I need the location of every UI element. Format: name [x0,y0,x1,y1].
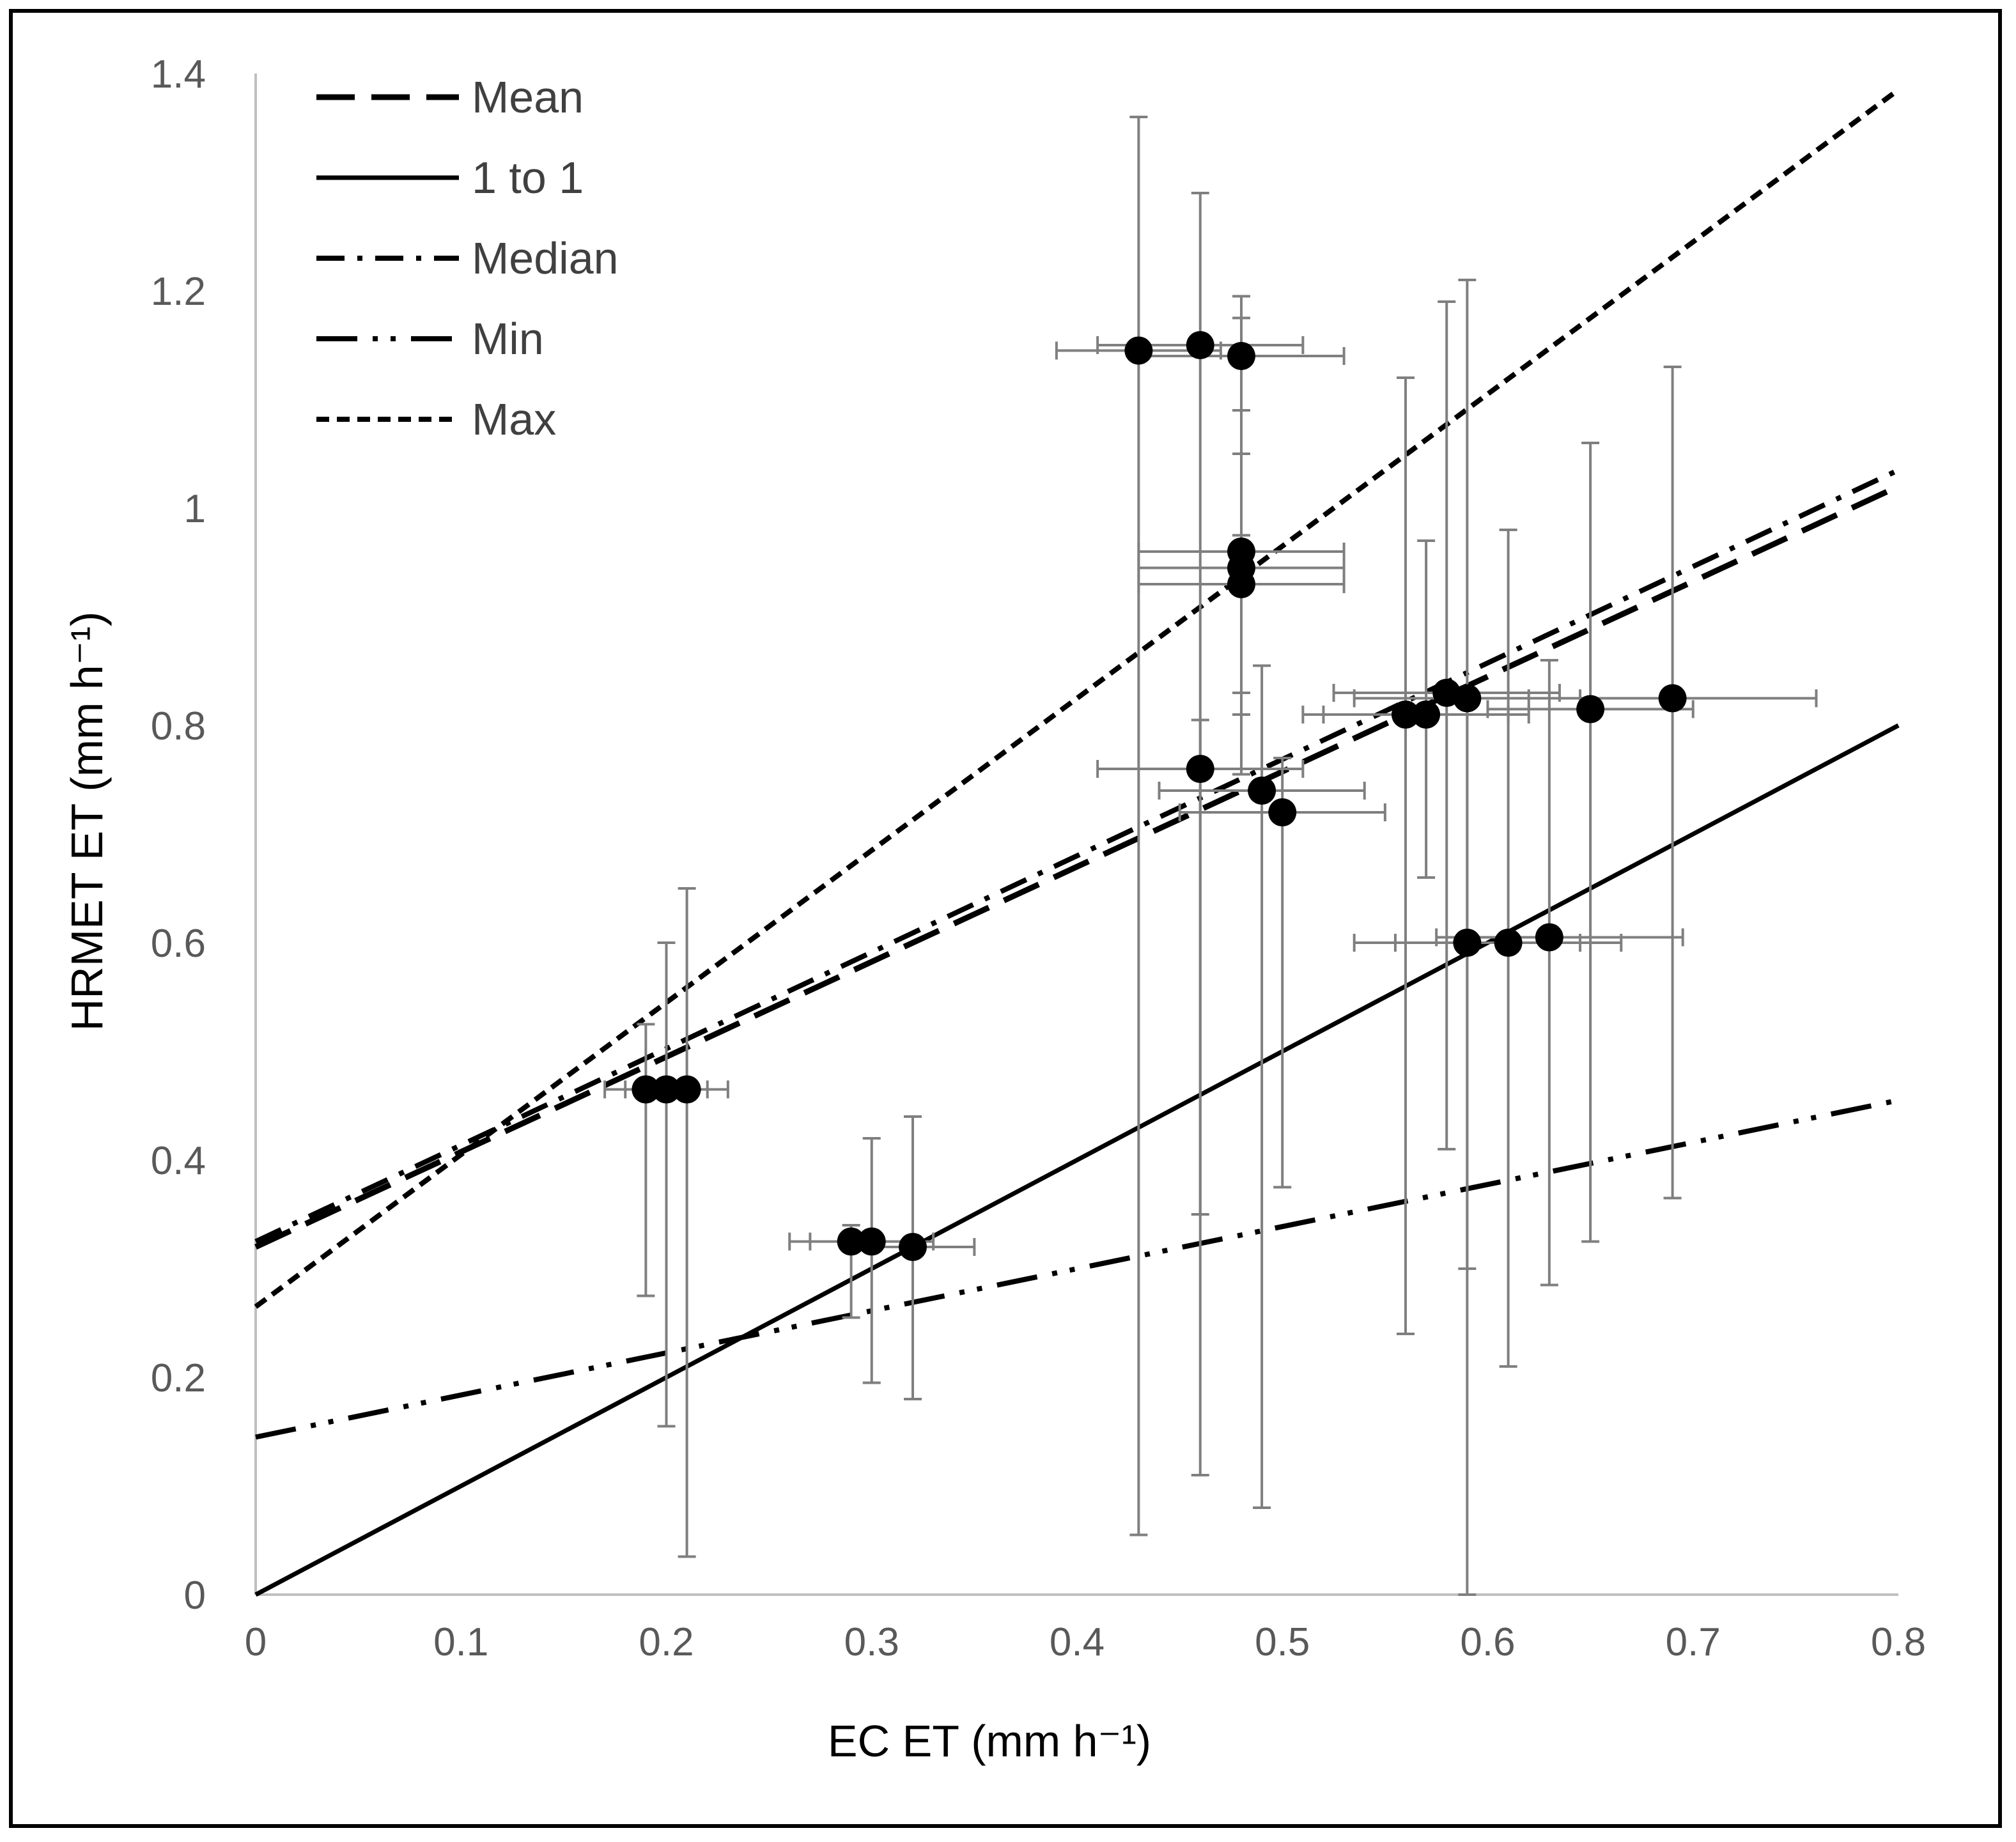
y-tick-label: 1.4 [151,52,206,97]
data-point [1576,695,1605,724]
data-point [1453,684,1482,713]
data-point [1453,929,1482,957]
data-point [1494,929,1523,957]
y-tick-label: 0 [184,1574,206,1618]
data-point [652,1075,681,1104]
data-point [1186,331,1214,359]
legend-label: Median [472,233,619,283]
y-tick-label: 0.8 [151,704,206,748]
data-point [1658,684,1687,713]
data-point [1535,923,1563,952]
error-bar [644,887,729,1558]
axes [254,74,1898,1596]
data-point [1392,700,1420,729]
series-line-min [255,1097,1899,1440]
x-tick-label: 0.8 [1871,1620,1926,1664]
error-bar [1332,300,1561,1150]
x-tick-label: 0.4 [1050,1620,1105,1664]
series-line-1-to-1 [254,723,1900,1597]
legend: Mean 1 to 1 Median Min Max [316,72,619,444]
data-point [1268,798,1297,826]
data-point [1227,570,1255,598]
data-point [1248,777,1276,805]
x-axis-title: EC ET (mm h⁻¹) [828,1716,1151,1766]
error-bar [1353,713,1582,1596]
legend-label: Mean [472,72,584,122]
error-bar [624,941,709,1428]
y-tick-label: 1.2 [151,270,206,314]
y-tick-label: 0.4 [151,1139,206,1183]
series-line-max [254,88,1900,1309]
x-tick-label: 0 [245,1620,267,1664]
x-tick-label: 0.3 [844,1620,899,1664]
error-bar [1486,442,1694,1243]
error-bar [1435,659,1684,1287]
error-bar [1301,376,1510,1335]
legend-label: Min [472,314,544,364]
data-point [672,1075,701,1104]
x-tick-label: 0.7 [1666,1620,1721,1664]
error-bar [603,1023,688,1297]
data-point [1186,755,1214,783]
y-axis-title: HRMET ET (mm h⁻¹) [62,612,112,1032]
series-lines [254,88,1900,1597]
tick-labels: 0 0.1 0.2 0.3 0.4 0.5 0.6 0.7 0.8 0 0.2 0.4 0.6 0.8 1 1… [151,52,1926,1664]
chart-frame [9,9,2002,1828]
y-tick-label: 0.6 [151,922,206,966]
data-point [899,1233,927,1261]
data-point [632,1075,660,1104]
data-point [857,1227,886,1256]
x-tick-label: 0.5 [1255,1620,1310,1664]
error-bar [1527,366,1818,1200]
data-points [632,331,1687,1261]
data-point [837,1227,865,1256]
x-tick-label: 0.1 [433,1620,488,1664]
series-line-mean [254,483,1900,1250]
series-line-median [254,467,1900,1244]
data-point [1412,700,1441,729]
legend-label: Max [472,394,556,444]
x-tick-label: 0.6 [1460,1620,1515,1664]
y-tick-label: 0.2 [151,1356,206,1400]
data-point [1124,336,1153,365]
legend-label: 1 to 1 [472,153,584,203]
data-point [1227,342,1255,370]
error-bar [1055,116,1222,1536]
y-tick-label: 1 [184,487,206,531]
x-tick-label: 0.2 [639,1620,694,1664]
